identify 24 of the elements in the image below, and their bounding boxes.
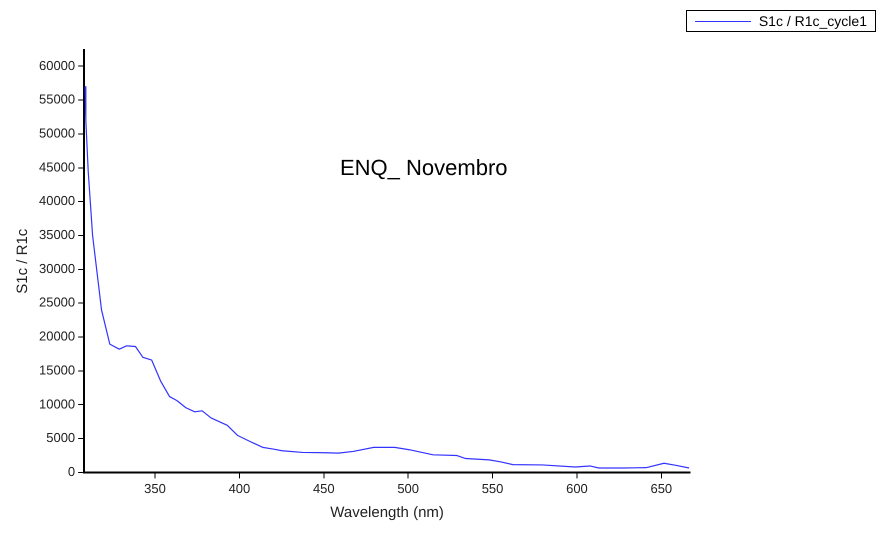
y-tick-label: 45000: [38, 159, 76, 174]
y-tick-label: 0: [68, 464, 76, 479]
y-tick-label: 10000: [38, 396, 76, 412]
x-tick-label: 350: [144, 480, 166, 496]
x-tick-label: 550: [482, 480, 504, 496]
x-tick-label: 450: [312, 480, 335, 496]
legend-label: S1c / R1c_cycle1: [758, 13, 867, 29]
x-tick-label: 650: [650, 480, 672, 496]
x-axis-title: Wavelength (nm): [330, 504, 444, 522]
y-tick-label: 25000: [38, 294, 76, 310]
y-tick-label: 30000: [38, 260, 76, 276]
y-tick-label: 20000: [38, 328, 76, 344]
y-tick-label: 60000: [38, 58, 76, 73]
y-tick-label: 40000: [38, 193, 76, 208]
y-tick-label: 5000: [46, 430, 76, 446]
y-tick-label: 55000: [38, 92, 76, 107]
x-tick-label: 400: [228, 480, 250, 496]
y-tick-label: 35000: [38, 227, 76, 242]
x-tick-label: 600: [566, 480, 588, 496]
y-tick-label: 50000: [38, 126, 76, 141]
annotation: ENQ_ Novembro: [340, 155, 508, 181]
y-axis-title: S1c / R1c: [14, 228, 32, 294]
x-tick-label: 500: [397, 480, 420, 496]
y-tick-label: 15000: [38, 362, 76, 378]
